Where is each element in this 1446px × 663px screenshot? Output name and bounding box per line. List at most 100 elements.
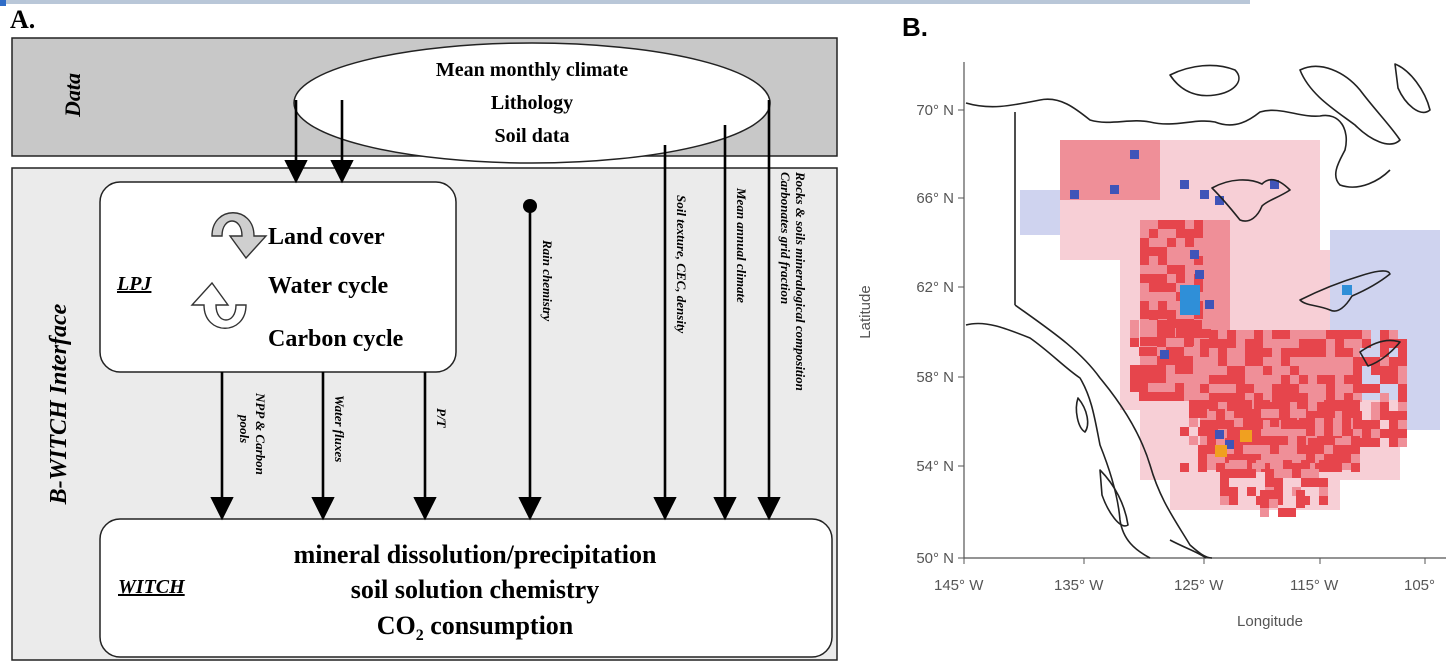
map-cell	[1362, 420, 1371, 429]
map-cell	[1193, 329, 1202, 338]
map-cell	[1252, 454, 1261, 463]
map-cell	[1140, 247, 1149, 256]
map-cell	[1288, 418, 1297, 427]
label-carbonates: Carbonates grid fraction	[778, 172, 793, 304]
map-cell	[1362, 339, 1371, 348]
map-cell	[1333, 400, 1342, 409]
map-cell	[1158, 292, 1167, 301]
great-slave-lake	[1299, 270, 1391, 312]
map-cell	[1299, 357, 1308, 366]
map-cell	[1362, 330, 1371, 339]
map-cell	[1215, 430, 1224, 439]
map-cell	[1308, 438, 1317, 447]
map-cell	[1220, 469, 1229, 478]
map-cell	[1200, 384, 1209, 393]
map-cell	[1261, 436, 1270, 445]
map-cell	[1070, 190, 1079, 199]
map-cell	[1344, 384, 1353, 393]
map-cell	[1272, 366, 1281, 375]
map-cell	[1290, 384, 1299, 393]
map-cell	[1371, 420, 1380, 429]
map-cell	[1269, 499, 1278, 508]
map-cell	[1353, 339, 1362, 348]
map-cell	[1245, 348, 1254, 357]
great-bear-lake	[1211, 178, 1291, 222]
map-cell	[1389, 357, 1398, 366]
map-cell	[1225, 445, 1234, 454]
map-cell	[1371, 438, 1380, 447]
map-cell	[1263, 366, 1272, 375]
map-cell	[1209, 375, 1218, 384]
y-tick-label: 50° N	[916, 550, 954, 567]
map-cell	[1371, 402, 1380, 411]
map-cell	[1157, 329, 1166, 338]
mountain-boundary	[1014, 112, 1213, 559]
map-cell	[1160, 350, 1169, 359]
map-cell	[1299, 366, 1308, 375]
map-cell	[1301, 478, 1310, 487]
map-cell	[1288, 463, 1297, 472]
map-cell	[1149, 274, 1158, 283]
map-cell	[1398, 339, 1407, 348]
map-cell	[1229, 487, 1238, 496]
map-cell	[1290, 339, 1299, 348]
data-band-label: Data	[60, 73, 85, 118]
map-cell	[1167, 265, 1176, 274]
map-cell	[1184, 356, 1193, 365]
map-cell	[1166, 392, 1175, 401]
map-cell	[1398, 438, 1407, 447]
map-cell	[1279, 436, 1288, 445]
map-cell	[1229, 496, 1238, 505]
map-cell	[1353, 366, 1362, 375]
map-cell	[1149, 229, 1158, 238]
map-cell	[1281, 357, 1290, 366]
witch-label: WITCH	[118, 576, 186, 598]
map-cell	[1263, 420, 1272, 429]
map-cell	[1333, 454, 1342, 463]
map-cell	[1234, 454, 1243, 463]
map-cell	[1189, 409, 1198, 418]
map-cell	[1227, 330, 1236, 339]
map-cell	[1184, 320, 1193, 329]
map-cell	[1290, 357, 1299, 366]
map-cell	[1353, 384, 1362, 393]
map-cell	[1176, 328, 1185, 337]
map-cell	[1229, 460, 1238, 469]
map-cell	[1342, 436, 1351, 445]
map-cell	[1389, 375, 1398, 384]
map-cell	[1207, 445, 1216, 454]
map-cell	[1317, 411, 1326, 420]
map-cell	[1389, 429, 1398, 438]
map-cell	[1281, 411, 1290, 420]
map-cell	[1185, 229, 1194, 238]
map-cell	[1342, 400, 1351, 409]
map-cell	[1254, 348, 1263, 357]
map-cell	[1245, 375, 1254, 384]
map-cell	[1344, 393, 1353, 402]
map-cell	[1209, 339, 1218, 348]
label-mean-annual-climate: Mean annual climate	[734, 187, 749, 303]
map-cell	[1140, 310, 1149, 319]
map-cell	[1371, 357, 1380, 366]
map-cell	[1252, 409, 1261, 418]
coastline-outlines	[965, 63, 1431, 559]
map-cell	[1326, 357, 1335, 366]
map-cell	[1207, 427, 1216, 436]
map-cell	[1140, 292, 1149, 301]
map-cell	[1342, 409, 1351, 418]
map-cell	[1351, 436, 1360, 445]
map-cell	[1270, 180, 1279, 189]
map-cell	[1290, 411, 1299, 420]
map-cell	[1189, 436, 1198, 445]
witch-line-3: CO2 consumption	[377, 611, 574, 644]
map-cell	[1247, 469, 1256, 478]
map-cell	[1398, 429, 1407, 438]
map-cell	[1326, 348, 1335, 357]
map-cell	[1193, 356, 1202, 365]
map-cell	[1234, 445, 1243, 454]
arctic-island-2	[1299, 65, 1401, 145]
map-cell	[1342, 285, 1352, 295]
map-cell	[1261, 445, 1270, 454]
map-cell	[1252, 436, 1261, 445]
witch-line-1: mineral dissolution/precipitation	[294, 540, 657, 569]
